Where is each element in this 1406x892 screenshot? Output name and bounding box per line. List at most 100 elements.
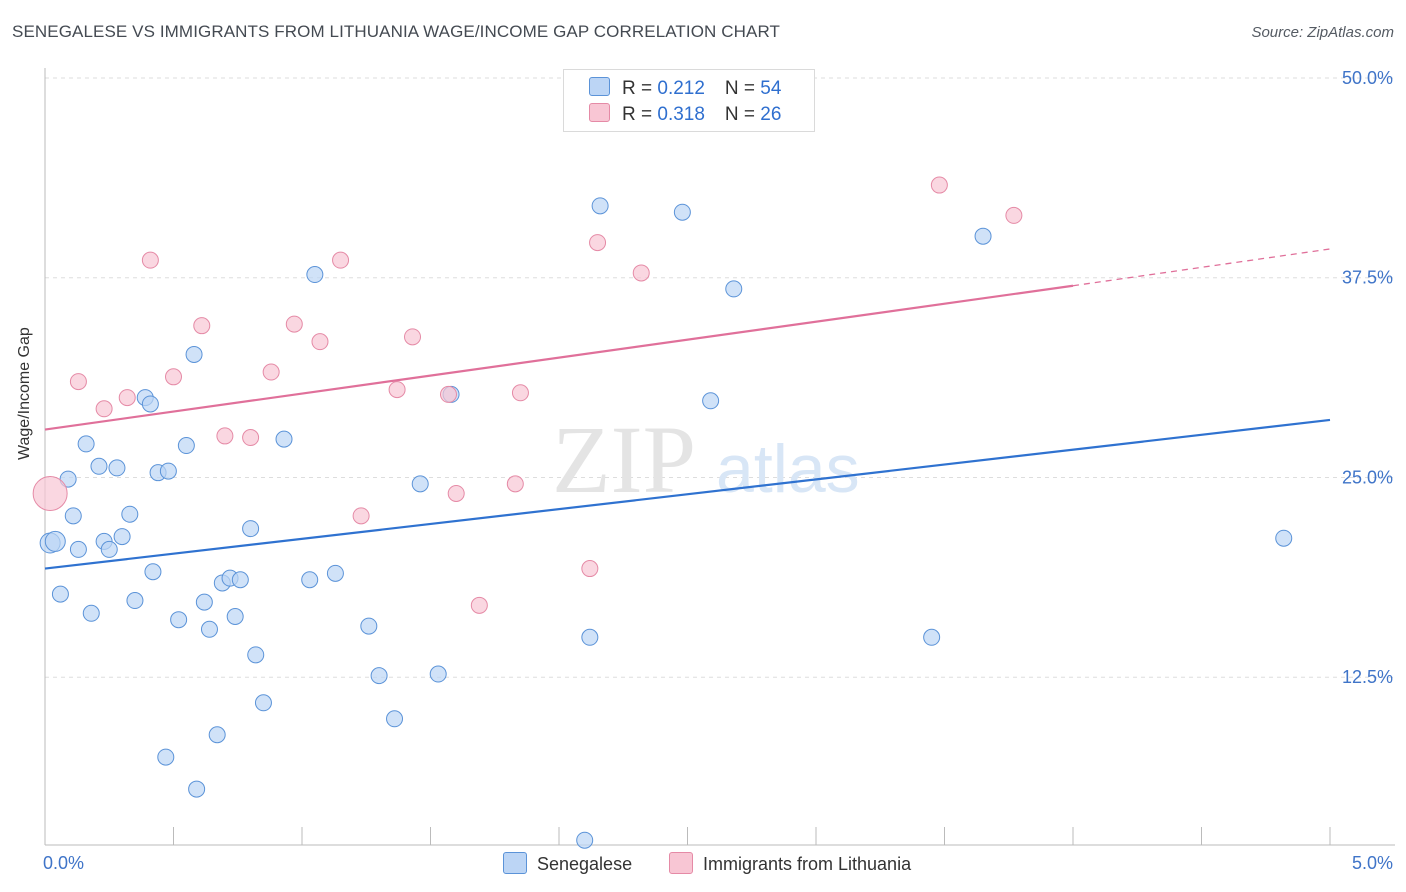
lithuania-trend-extension: [1072, 248, 1331, 287]
lithuania-point: [95, 400, 113, 418]
senegalese-point: [185, 345, 203, 363]
senegalese-point: [923, 628, 941, 646]
watermark: ZIP atlas: [552, 406, 860, 513]
tick-labels: 12.5% 25.0% 37.5% 50.0% 0.0% 5.0%: [43, 68, 1393, 873]
lithuania-point: [447, 484, 465, 502]
lithuania-point: [69, 373, 87, 391]
lithuania-point: [388, 381, 406, 399]
senegalese-point: [386, 710, 404, 728]
senegalese-point: [673, 203, 691, 221]
senegalese-point: [64, 507, 82, 525]
grid-lines: [45, 77, 1395, 678]
senegalese-point: [113, 528, 131, 546]
senegalese-point: [242, 520, 260, 538]
lithuania-point: [511, 384, 529, 402]
y-tick-label: 37.5%: [1342, 268, 1393, 288]
senegalese-point: [576, 831, 594, 849]
senegalese-point: [360, 617, 378, 635]
lithuania-point: [242, 429, 260, 447]
senegalese-point: [226, 607, 244, 625]
legend-swatch-blue: [589, 77, 610, 96]
senegalese-point: [247, 646, 265, 664]
watermark-atlas: atlas: [716, 431, 860, 507]
senegalese-point: [121, 505, 139, 523]
bottom-legend-senegalese: Senegalese: [503, 852, 632, 875]
senegalese-point: [195, 593, 213, 611]
bottom-legend-swatch-blue: [503, 852, 527, 874]
senegalese-point: [126, 592, 144, 610]
legend-row-lithuania: R = 0.318 N = 26: [589, 103, 781, 125]
data-points: [32, 176, 1293, 849]
senegalese-point: [177, 437, 195, 455]
senegalese-point: [1275, 529, 1293, 547]
senegalese-point: [370, 667, 388, 685]
senegalese-point: [77, 435, 95, 453]
y-tick-label: 12.5%: [1342, 667, 1393, 687]
lithuania-point: [332, 251, 350, 269]
legend-row-senegalese: R = 0.212 N = 54: [589, 77, 781, 99]
senegalese-point: [157, 748, 175, 766]
senegalese-point: [108, 459, 126, 477]
senegalese-point: [51, 585, 69, 603]
senegalese-point: [301, 571, 319, 589]
x-tick-label: 5.0%: [1352, 853, 1393, 873]
lithuania-point: [581, 560, 599, 578]
trend-lines: [44, 248, 1331, 570]
senegalese-point: [69, 540, 87, 558]
senegalese-point: [702, 392, 720, 410]
lithuania-point: [216, 427, 234, 445]
chart-title: SENEGALESE VS IMMIGRANTS FROM LITHUANIA …: [12, 22, 781, 41]
axes: [44, 68, 1395, 846]
lithuania-point: [1005, 206, 1023, 224]
lithuania-point: [193, 317, 211, 335]
lithuania-point: [141, 251, 159, 269]
lithuania-trend-line: [44, 284, 1074, 431]
senegalese-point: [231, 571, 249, 589]
senegalese-point: [141, 395, 159, 413]
senegalese-point: [82, 604, 100, 622]
lithuania-point: [165, 368, 182, 386]
bottom-legend-swatch-pink: [669, 852, 693, 874]
bottom-legend-lithuania: Immigrants from Lithuania: [669, 852, 911, 875]
senegalese-point: [275, 430, 293, 448]
legend-r-value: 0.318: [657, 104, 705, 125]
lithuania-point: [439, 385, 457, 403]
lithuania-point: [262, 363, 280, 381]
senegalese-point: [591, 197, 609, 215]
lithuania-point: [632, 264, 650, 282]
legend-n-value: 26: [760, 104, 782, 125]
lithuania-point: [118, 389, 136, 407]
senegalese-point: [725, 280, 743, 298]
legend-r-value: 0.212: [657, 78, 705, 99]
x-tick-label: 0.0%: [43, 853, 84, 873]
y-tick-label: 25.0%: [1342, 467, 1393, 487]
y-axis-label: Wage/Income Gap: [16, 327, 33, 460]
senegalese-trend-line: [44, 418, 1331, 570]
senegalese-point: [974, 227, 992, 245]
lithuania-point: [352, 507, 370, 525]
senegalese-point: [326, 564, 344, 582]
senegalese-point: [581, 628, 599, 646]
senegalese-point: [44, 530, 66, 552]
legend-n-value: 54: [760, 78, 782, 99]
senegalese-point: [100, 540, 118, 558]
senegalese-point: [208, 726, 226, 744]
senegalese-point: [254, 694, 272, 712]
lithuania-point: [32, 475, 68, 511]
legend: R = 0.212 N = 54 R = 0.318 N = 26: [563, 69, 815, 132]
senegalese-point: [306, 266, 324, 284]
legend-swatch-pink: [589, 103, 610, 122]
y-tick-label: 50.0%: [1342, 68, 1393, 88]
senegalese-point: [200, 620, 218, 638]
watermark-zip: ZIP: [552, 406, 696, 513]
senegalese-point: [170, 611, 188, 629]
lithuania-point: [285, 315, 303, 333]
senegalese-point: [90, 457, 108, 475]
lithuania-point: [311, 333, 329, 351]
senegalese-point: [188, 780, 206, 798]
lithuania-point: [404, 328, 422, 346]
senegalese-point: [144, 563, 162, 581]
source-label: Source: ZipAtlas.com: [1251, 24, 1394, 41]
senegalese-point: [429, 665, 447, 683]
